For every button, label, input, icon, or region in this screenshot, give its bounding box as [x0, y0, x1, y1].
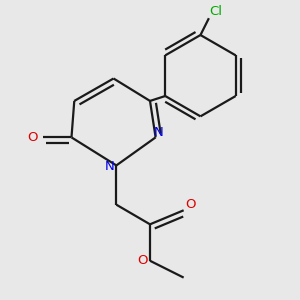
Text: Cl: Cl	[209, 5, 222, 18]
Text: O: O	[27, 131, 38, 144]
Text: N: N	[104, 160, 114, 173]
Text: O: O	[185, 198, 196, 211]
Text: O: O	[138, 254, 148, 267]
Text: N: N	[154, 126, 164, 139]
